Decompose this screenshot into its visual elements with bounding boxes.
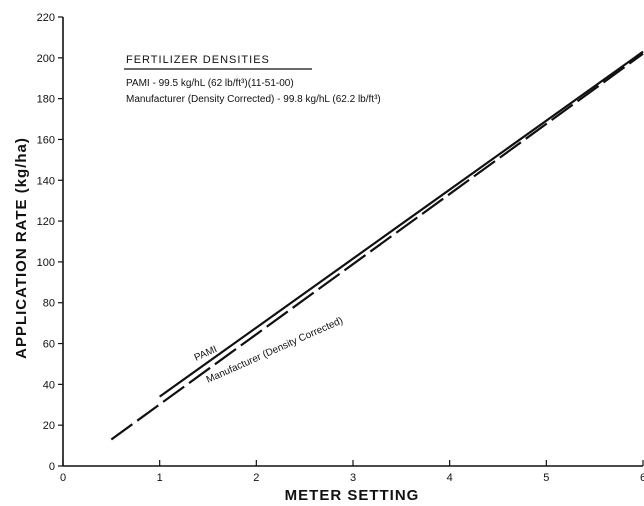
y-tick-label: 140 bbox=[37, 175, 55, 187]
x-tick-label: 0 bbox=[60, 472, 66, 484]
series-line-manufacturer bbox=[110, 52, 644, 441]
x-tick-label: 1 bbox=[157, 472, 163, 484]
x-axis-title: METER SETTING bbox=[285, 487, 420, 504]
y-tick-label: 0 bbox=[49, 461, 55, 473]
x-tick-label: 5 bbox=[543, 472, 549, 484]
x-tick-label: 6 bbox=[640, 472, 644, 484]
y-tick-label: 220 bbox=[37, 12, 55, 24]
y-tick-label: 20 bbox=[43, 420, 55, 432]
series-line-pami bbox=[159, 50, 644, 398]
y-tick-label: 100 bbox=[37, 257, 55, 269]
legend-line-pami: PAMI - 99.5 kg/hL (62 lb/ft³)(11-51-00) bbox=[126, 78, 294, 89]
x-tick-label: 4 bbox=[447, 472, 453, 484]
y-tick-label: 180 bbox=[37, 94, 55, 106]
y-tick-label: 200 bbox=[37, 53, 55, 65]
y-tick-label: 160 bbox=[37, 134, 55, 146]
y-tick-label: 40 bbox=[43, 379, 55, 391]
x-tick-label: 3 bbox=[350, 472, 356, 484]
x-tick-label: 2 bbox=[253, 472, 259, 484]
legend-title: FERTILIZER DENSITIES bbox=[126, 54, 270, 66]
y-tick-label: 80 bbox=[43, 298, 55, 310]
y-tick-label: 120 bbox=[37, 216, 55, 228]
y-tick-label: 60 bbox=[43, 339, 55, 351]
legend-line-manufacturer: Manufacturer (Density Corrected) - 99.8 … bbox=[126, 94, 381, 105]
x-ticks: 0 1 2 3 4 5 6 bbox=[60, 460, 644, 484]
y-axis-title: APPLICATION RATE (kg/ha) bbox=[13, 137, 30, 359]
series-layer bbox=[110, 50, 644, 441]
y-ticks: 0 20 40 60 80 100 120 140 160 180 200 220 bbox=[37, 12, 63, 473]
series-label-pami: PAMI bbox=[193, 344, 219, 364]
legend: FERTILIZER DENSITIES PAMI - 99.5 kg/hL (… bbox=[124, 54, 381, 105]
